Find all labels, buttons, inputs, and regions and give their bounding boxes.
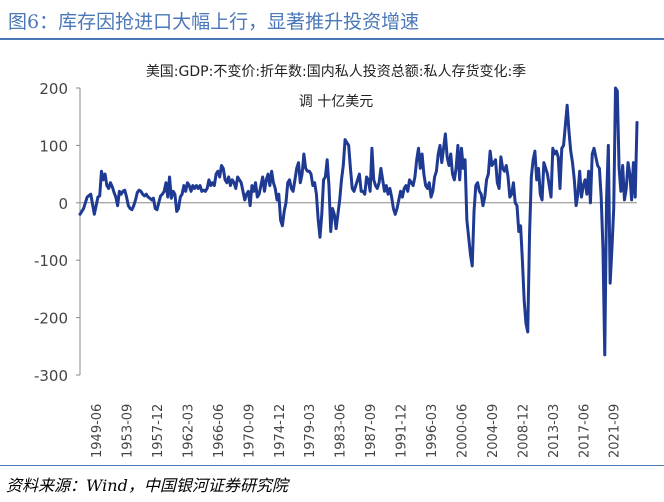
chart-title-line-2: 调 十亿美元 [299,94,373,110]
y-tick-label: -300 [34,367,68,385]
x-tick-label: 2021-09 [608,404,623,458]
line-chart: 美国:GDP:不变价:折年数:国内私人投资总额:私人存货变化:季 调 十亿美元 … [34,63,639,458]
x-tick-label: 1949-06 [90,404,105,458]
x-tick-label: 1987-09 [364,404,379,458]
x-tick-label: 1957-12 [151,404,166,458]
figure-source: 资料来源：Wind，中国银河证券研究院 [6,476,288,495]
y-tick-label: 100 [39,137,68,155]
y-tick-label: 0 [58,195,68,213]
x-tick-label: 1970-09 [242,404,257,458]
figure-title: 图6：库存因抢进口大幅上行，显著推升投资增速 [8,11,420,33]
x-tick-label: 2000-06 [455,404,470,458]
x-tick-label: 1966-06 [212,404,227,458]
x-tick-label: 2008-12 [516,404,531,458]
x-tick-label: 1979-03 [303,404,318,458]
x-tick-label: 1983-06 [334,404,349,458]
y-tick-label: -100 [34,252,68,270]
title-rule [0,38,664,40]
figure-header: 图6：库存因抢进口大幅上行，显著推升投资增速 [0,0,664,40]
x-tick-label: 2017-06 [577,404,592,458]
plot-area [78,86,639,357]
x-tick-label: 1991-12 [395,404,410,458]
x-tick-label: 2013-03 [547,404,562,458]
source-rule [0,465,664,466]
x-tick-label: 1953-09 [121,404,136,458]
x-tick-label: 1962-03 [181,404,196,458]
x-tick-label: 2004-09 [486,404,501,458]
y-tick-label: 200 [39,80,68,98]
y-axis: 200 100 0 -100 -200 -300 [34,80,81,385]
y-tick-label: -200 [34,310,68,328]
x-tick-label: 1974-12 [273,404,288,458]
series-line-0 [78,86,639,357]
x-tick-label: 1996-03 [425,404,440,458]
x-axis: 1949-06 1953-09 1957-12 1962-03 1966-06 1970-… [80,202,637,458]
chart-title-line-1: 美国:GDP:不变价:折年数:国内私人投资总额:私人存货变化:季 [146,63,526,80]
